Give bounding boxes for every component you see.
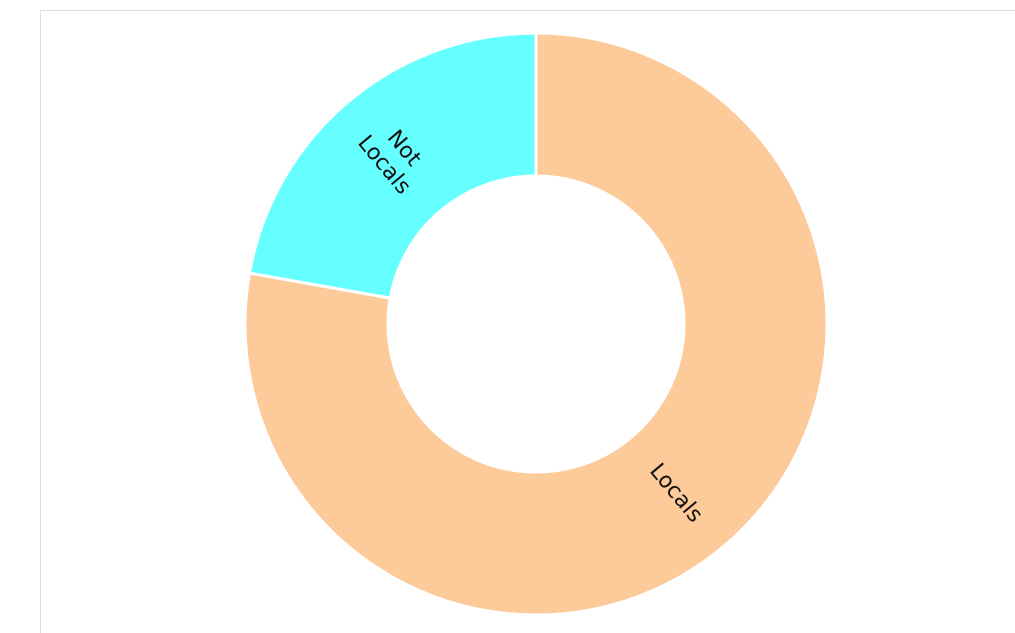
donut-slices xyxy=(243,31,829,617)
slice-not-locals[interactable] xyxy=(247,31,538,300)
panel-border-left xyxy=(40,10,41,633)
slice-locals[interactable] xyxy=(243,31,829,617)
panel-border-top xyxy=(40,10,1015,11)
